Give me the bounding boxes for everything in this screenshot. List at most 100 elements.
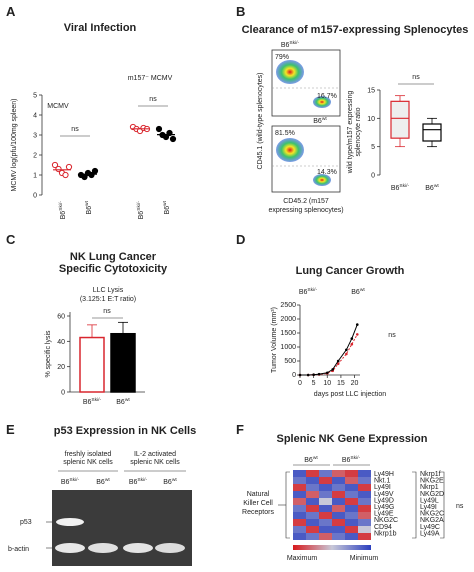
legend-label-base: B6 xyxy=(299,289,308,296)
data-point xyxy=(350,342,354,346)
panel-letter: B xyxy=(236,4,245,19)
y-tick-label: 1000 xyxy=(280,344,296,351)
y-tick-label: 20 xyxy=(57,364,65,371)
gene-label: CD94 xyxy=(374,524,392,531)
lane-label: B6Ski/- xyxy=(129,477,148,486)
heatmap-cell xyxy=(306,533,319,540)
x-tick-label: 10 xyxy=(323,380,331,387)
gene-label: Ly49H xyxy=(374,471,394,478)
data-point xyxy=(169,135,177,143)
x-tick-label: B6wt xyxy=(425,183,439,192)
x-tick-label-sup: wt xyxy=(434,183,440,189)
heatmap-cell xyxy=(293,533,306,540)
heatmap-cell xyxy=(332,512,345,519)
gate-percent: 79% xyxy=(275,54,289,61)
heatmap-cell xyxy=(319,512,332,519)
data-point xyxy=(312,373,315,377)
data-point xyxy=(355,323,359,326)
heatmap-cell xyxy=(358,533,371,540)
heatmap-cell xyxy=(293,519,306,526)
heatmap-cell xyxy=(293,470,306,477)
lane-label-sup: wt xyxy=(172,477,178,483)
legend-label-sup: wt xyxy=(360,287,366,293)
flow-plots xyxy=(271,49,341,193)
panel-title: Splenic NK Gene Expression xyxy=(277,433,428,445)
x-tick-label: B6wt xyxy=(162,200,171,214)
data-point xyxy=(336,359,340,363)
heatmap-cell xyxy=(358,470,371,477)
box xyxy=(390,100,410,139)
x-tick-label-sup: Ski/- xyxy=(136,201,142,211)
y-tick-label: 3 xyxy=(33,133,37,140)
group-label: MCMV xyxy=(47,103,69,110)
lane-label-sup: Ski/- xyxy=(137,477,147,483)
heatmap-cell xyxy=(332,477,345,484)
lane-label: B6Ski/- xyxy=(61,477,80,486)
y-tick-label: 0 xyxy=(61,390,65,397)
heatmap-cell xyxy=(319,533,332,540)
gene-label: NKG2C xyxy=(420,511,444,518)
data-point xyxy=(331,368,335,371)
heatmap-cell xyxy=(306,526,319,533)
y-tick-label: 40 xyxy=(57,339,65,346)
data-point xyxy=(325,371,329,375)
heatmap-cell xyxy=(345,477,358,484)
y-axis-label: MCMV log(pfu/100mg spleen) xyxy=(11,99,18,192)
group-label-sup: wt xyxy=(313,455,319,461)
x-tick-label-sup: Ski/- xyxy=(58,201,64,211)
data-point xyxy=(91,167,99,175)
heatmap-cell xyxy=(293,526,306,533)
gene-label: Nkrp1 xyxy=(420,484,439,491)
y-tick-label: 10 xyxy=(367,116,375,123)
lane-label-sup: wt xyxy=(105,477,111,483)
gene-label: NKG2A xyxy=(420,517,444,524)
gene-label: Ly49C xyxy=(420,524,440,531)
group-label: splenic NK cells xyxy=(63,459,113,466)
lane-label-base: B6 xyxy=(96,479,105,486)
heatmap-cell xyxy=(358,505,371,512)
sample-label-base: B6 xyxy=(313,118,322,125)
sample-label-sup: wt xyxy=(322,116,328,122)
gene-label: Nkt.1 xyxy=(374,478,390,485)
data-point xyxy=(298,373,302,377)
heatmap-cell xyxy=(358,498,371,505)
gate-percent: 16.7% xyxy=(317,93,337,100)
box xyxy=(422,123,442,142)
group-label: IL-2 activated xyxy=(134,451,176,458)
y-tick-label: 2 xyxy=(33,153,37,160)
x-tick-label: B6Ski/- xyxy=(83,397,102,406)
y-axis-label: % specific lysis xyxy=(45,330,52,378)
lane-label-base: B6 xyxy=(61,479,70,486)
heatmap-cell xyxy=(319,477,332,484)
y-tick-label: 0 xyxy=(33,193,37,200)
heatmap-cell xyxy=(358,526,371,533)
group-label: B6wt xyxy=(304,455,318,464)
heatmap-cell xyxy=(306,484,319,491)
heatmap-cell xyxy=(306,519,319,526)
y-tick-label: 60 xyxy=(57,314,65,321)
heatmap-cell xyxy=(358,477,371,484)
heatmap-cell xyxy=(332,484,345,491)
heatmap-cell xyxy=(332,519,345,526)
data-point xyxy=(65,163,73,171)
data-point xyxy=(355,333,359,336)
heatmap-cell xyxy=(358,484,371,491)
heatmap-cell xyxy=(319,526,332,533)
legend-label-sup: Ski/- xyxy=(307,287,317,293)
group-label: freshly isolated xyxy=(65,451,112,458)
row-label: b-actin xyxy=(8,546,29,553)
gene-label: Ly49D xyxy=(374,497,394,504)
y-tick-label: 15 xyxy=(367,88,375,95)
subtitle: LLC Lysis xyxy=(93,287,124,294)
group-label-base: B6 xyxy=(342,457,351,464)
heatmap-cell xyxy=(332,498,345,505)
legend-label: B6Ski/- xyxy=(299,287,318,296)
heatmap-cell xyxy=(332,505,345,512)
heatmap-cell xyxy=(345,533,358,540)
heatmap-cell xyxy=(345,505,358,512)
x-tick-label: 0 xyxy=(298,380,302,387)
panel-title: Viral Infection xyxy=(64,22,137,34)
x-tick-label-sup: wt xyxy=(125,397,131,403)
gene-label: Ly49A xyxy=(420,530,440,537)
